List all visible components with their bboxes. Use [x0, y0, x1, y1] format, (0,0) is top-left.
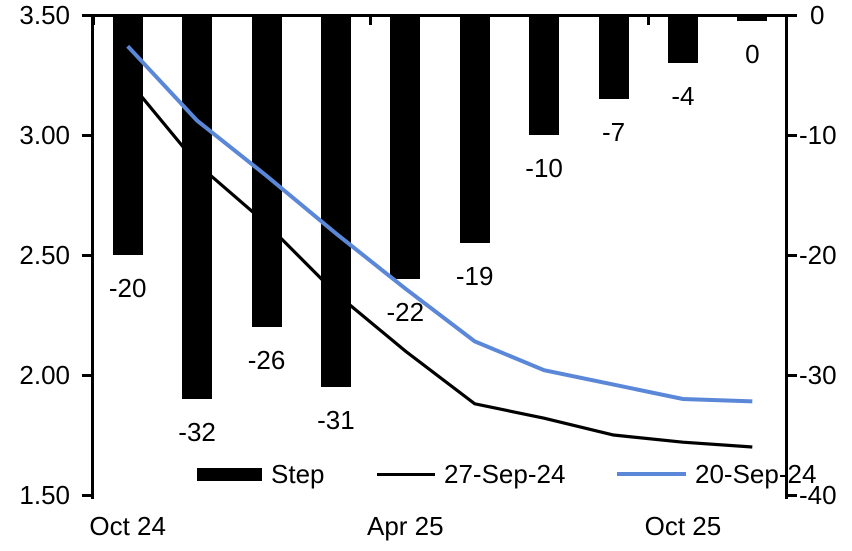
- left-axis-tick-label: 3.00: [19, 120, 70, 150]
- left-axis-tick: [82, 133, 92, 137]
- bar-data-label: -31: [317, 405, 355, 435]
- left-axis-tick-label: 2.00: [19, 360, 70, 390]
- step-bar: [182, 16, 213, 399]
- x-axis-label: Oct 24: [89, 511, 166, 541]
- left-axis-tick: [82, 253, 92, 257]
- right-axis-tick: [787, 133, 797, 137]
- step-bar: [529, 16, 560, 135]
- bar-data-label: 0: [745, 39, 760, 69]
- left-axis-line: [91, 14, 94, 499]
- right-axis-tick: [787, 373, 797, 377]
- right-axis-line: [785, 14, 788, 499]
- step-bar: [320, 16, 351, 387]
- step-bar: [112, 16, 143, 255]
- bar-data-label: -10: [525, 153, 563, 183]
- bar-data-label: -32: [178, 417, 216, 447]
- bar-data-label: -22: [386, 297, 425, 327]
- right-axis-tick-label: -10: [799, 120, 837, 150]
- left-axis-tick: [82, 373, 92, 377]
- legend-item-27-sep-24: 27-Sep-24: [377, 459, 565, 489]
- bar-data-label: -19: [455, 261, 494, 291]
- right-axis-tick-label: 0: [810, 0, 825, 30]
- legend-line-swatch-black: [377, 472, 435, 476]
- legend-item-20-sep-24: 20-Sep-24: [617, 459, 816, 489]
- right-axis-tick-label: -20: [799, 240, 837, 270]
- right-axis-tick: [787, 253, 797, 257]
- left-axis-tick-label: 2.50: [19, 240, 70, 270]
- step-bar: [667, 16, 698, 63]
- x-axis-tick: [646, 16, 650, 25]
- right-axis-tick: [787, 493, 797, 497]
- x-axis-tick: [369, 16, 373, 25]
- legend-label-27-sep-24: 27-Sep-24: [444, 459, 566, 489]
- x-axis-label: Oct 25: [644, 511, 722, 541]
- step-bar: [251, 16, 282, 327]
- bar-data-label: -4: [671, 81, 695, 111]
- left-axis-tick-label: 3.50: [19, 0, 70, 30]
- legend-bar-swatch: [197, 467, 262, 481]
- bar-data-label: -20: [108, 273, 147, 303]
- bar-data-label: -26: [247, 345, 286, 375]
- step-bar: [390, 16, 421, 279]
- left-axis-tick: [82, 493, 92, 497]
- bar-data-label: -7: [601, 117, 626, 147]
- left-axis-tick: [82, 13, 92, 17]
- legend-item-step: Step: [197, 459, 325, 489]
- step-bar: [459, 16, 490, 243]
- x-axis-label: Apr 25: [366, 511, 444, 541]
- top-axis-line: [91, 14, 789, 17]
- legend-line-swatch-blue: [617, 472, 686, 476]
- left-axis-tick-label: 1.50: [19, 480, 70, 510]
- step-bar: [598, 16, 629, 99]
- legend-label-step: Step: [271, 459, 325, 489]
- step-bar: [737, 16, 768, 21]
- right-axis-tick-label: -40: [799, 480, 837, 510]
- right-axis-tick-label: -30: [799, 360, 837, 390]
- x-axis-tick: [91, 16, 95, 25]
- right-axis-tick: [787, 13, 797, 17]
- legend-label-20-sep-24: 20-Sep-24: [695, 459, 817, 489]
